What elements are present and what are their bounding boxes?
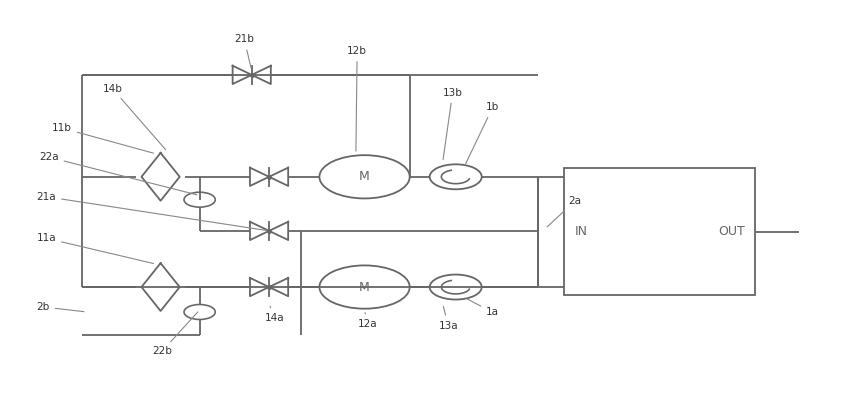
Text: 22b: 22b — [152, 312, 198, 357]
Text: 22a: 22a — [39, 152, 197, 195]
Text: 14b: 14b — [102, 84, 166, 150]
Text: 12b: 12b — [347, 46, 367, 151]
Text: OUT: OUT — [718, 225, 745, 238]
Bar — [564, 168, 755, 295]
Text: 14a: 14a — [265, 306, 285, 323]
Text: 12a: 12a — [358, 313, 378, 329]
Text: 2a: 2a — [547, 196, 582, 227]
Text: 11b: 11b — [52, 123, 154, 153]
Text: 11a: 11a — [36, 233, 154, 263]
Text: 2b: 2b — [36, 302, 84, 312]
Text: 21b: 21b — [234, 35, 254, 68]
Text: M: M — [359, 280, 370, 294]
Text: 1b: 1b — [465, 102, 499, 164]
Text: M: M — [359, 170, 370, 183]
Text: 1a: 1a — [467, 299, 499, 317]
Text: 21a: 21a — [36, 192, 266, 230]
Text: IN: IN — [575, 225, 588, 238]
Text: 13a: 13a — [438, 306, 458, 331]
Text: 13b: 13b — [443, 88, 463, 159]
